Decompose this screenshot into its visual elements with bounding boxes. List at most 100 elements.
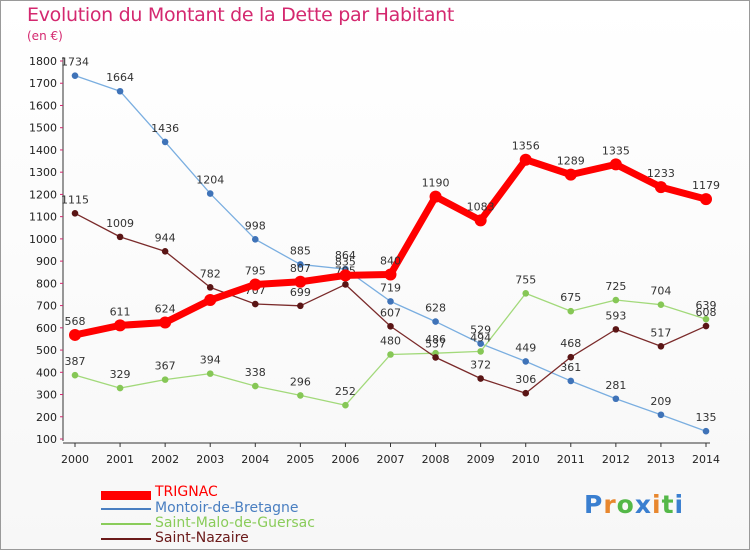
y-tick-label: 100 xyxy=(36,433,57,446)
data-point xyxy=(71,210,79,217)
data-point xyxy=(477,348,484,355)
legend-label-saint-nazaire: Saint-Nazaire xyxy=(155,530,249,546)
data-label: 486 xyxy=(425,333,446,346)
x-tick-label: 2012 xyxy=(602,453,630,466)
data-point xyxy=(342,401,349,409)
y-tick-label: 700 xyxy=(36,300,57,313)
y-tick-label: 500 xyxy=(36,344,57,357)
y-tick-label: 1000 xyxy=(29,233,57,246)
y-tick-label: 900 xyxy=(36,255,57,268)
y-tick-label: 1700 xyxy=(29,77,57,90)
data-point xyxy=(477,375,484,382)
x-tick-label: 2007 xyxy=(377,453,405,466)
data-point xyxy=(116,233,124,241)
data-point xyxy=(294,275,307,288)
data-label: 699 xyxy=(290,286,311,299)
data-label: 529 xyxy=(470,324,491,337)
y-tick-label: 600 xyxy=(36,322,57,335)
logo-letter: i xyxy=(652,490,662,519)
x-tick-label: 2011 xyxy=(557,453,585,466)
x-tick-label: 2008 xyxy=(422,453,450,466)
data-label: 998 xyxy=(245,219,266,232)
x-tick-label: 2014 xyxy=(692,453,720,466)
data-point xyxy=(612,296,620,304)
data-label: 1233 xyxy=(647,167,675,180)
data-label: 1179 xyxy=(692,179,720,192)
y-tick-label: 1200 xyxy=(29,188,57,201)
y-tick-label: 300 xyxy=(36,389,57,402)
data-point xyxy=(702,315,710,323)
data-point xyxy=(71,371,79,379)
data-label: 607 xyxy=(380,306,401,319)
data-label: 338 xyxy=(245,366,266,379)
data-point xyxy=(114,319,127,332)
data-point xyxy=(474,214,487,227)
data-point xyxy=(251,300,259,308)
data-label: 755 xyxy=(515,273,536,286)
data-point xyxy=(384,268,397,281)
data-label: 675 xyxy=(560,291,581,304)
y-tick-label: 200 xyxy=(36,411,57,424)
data-point xyxy=(204,294,217,307)
data-label: 1356 xyxy=(512,140,540,153)
legend-label-trignac: TRIGNAC xyxy=(155,484,218,500)
data-point xyxy=(657,411,665,419)
data-label: 1083 xyxy=(467,200,495,213)
data-point xyxy=(161,248,169,255)
logo-letter: t xyxy=(661,490,675,519)
data-point xyxy=(612,326,620,333)
x-tick-label: 2010 xyxy=(512,453,540,466)
data-point xyxy=(116,384,124,392)
data-label: 807 xyxy=(290,262,311,275)
data-label: 624 xyxy=(155,302,176,315)
x-tick-label: 2002 xyxy=(151,453,179,466)
data-label: 367 xyxy=(155,360,176,373)
data-label: 1335 xyxy=(602,144,630,157)
y-tick-label: 800 xyxy=(36,277,57,290)
data-label: 252 xyxy=(335,385,356,398)
data-point xyxy=(206,190,214,197)
y-tick-label: 1500 xyxy=(29,122,57,135)
data-label: 611 xyxy=(110,305,131,318)
data-point xyxy=(657,342,665,350)
data-label: 608 xyxy=(696,306,717,319)
data-point xyxy=(297,392,304,399)
y-tick-label: 1300 xyxy=(29,166,57,179)
x-tick-label: 2000 xyxy=(61,453,89,466)
legend-swatch-trignac xyxy=(101,491,151,500)
data-label: 944 xyxy=(155,231,176,244)
data-point xyxy=(519,153,532,166)
x-tick-label: 2009 xyxy=(467,453,495,466)
data-point xyxy=(657,301,665,308)
data-label: 704 xyxy=(650,285,671,298)
data-point xyxy=(116,87,124,95)
x-tick-label: 2006 xyxy=(331,453,359,466)
data-point xyxy=(612,395,620,403)
data-label: 329 xyxy=(110,368,131,381)
data-label: 1734 xyxy=(61,56,89,69)
legend-label-saint-malo: Saint-Malo-de-Guersac xyxy=(155,515,315,531)
data-label: 639 xyxy=(696,299,717,312)
data-point xyxy=(477,340,484,347)
data-label: 296 xyxy=(290,375,311,388)
data-label: 568 xyxy=(65,315,86,328)
data-label: 885 xyxy=(290,244,311,257)
data-label: 835 xyxy=(335,255,356,268)
data-point xyxy=(567,307,575,315)
logo-letter: i xyxy=(674,490,685,519)
data-label: 795 xyxy=(245,264,266,277)
chart-title: Evolution du Montant de la Dette par Hab… xyxy=(27,4,455,26)
data-label: 209 xyxy=(650,395,671,408)
data-label: 719 xyxy=(380,281,401,294)
logo-letter: x xyxy=(634,490,652,519)
data-point xyxy=(567,377,575,385)
data-point xyxy=(206,370,214,377)
data-point xyxy=(342,281,349,288)
data-point xyxy=(387,351,394,358)
proxiti-logo: Proxiti xyxy=(584,490,684,519)
data-point xyxy=(432,354,439,361)
data-point xyxy=(567,353,575,361)
data-label: 1204 xyxy=(196,174,224,187)
data-point xyxy=(429,190,442,203)
